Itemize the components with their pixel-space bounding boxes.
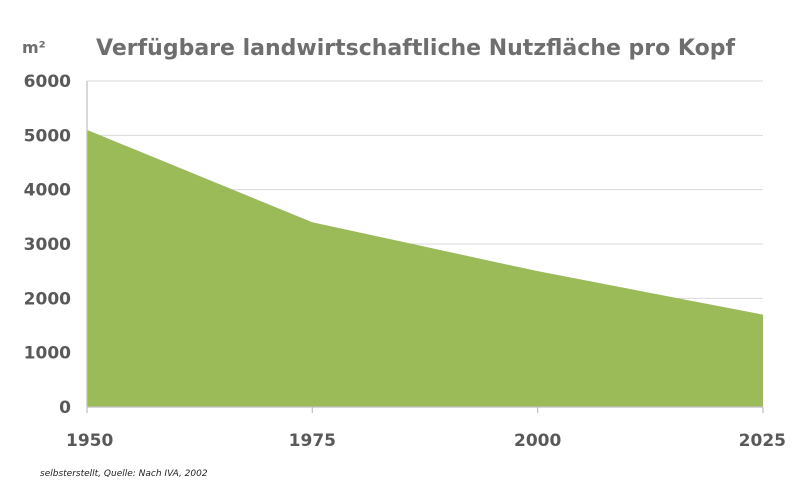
y-tick-label-6000: 6000 [24,72,71,92]
y-tick-label-2000: 2000 [24,289,71,309]
x-tick-label-1975: 1975 [289,431,336,451]
x-tick-label-2025: 2025 [739,431,786,451]
x-tick-label-2000: 2000 [514,431,561,451]
source-note: selbsterstellt, Quelle: Nach IVA, 2002 [40,469,208,479]
chart-title: Verfügbare landwirtschaftliche Nutzfläch… [96,36,735,61]
x-tick-label-1950: 1950 [66,431,113,451]
axes [86,81,764,413]
x-tick-labels: 1950 1975 2000 2025 [66,431,786,451]
y-tick-label-0: 0 [59,398,71,418]
y-axis-unit-label: m² [22,38,46,57]
y-tick-label-3000: 3000 [24,235,71,255]
y-tick-label-5000: 5000 [24,126,71,146]
area-series [86,129,764,407]
y-tick-label-4000: 4000 [24,181,71,201]
y-tick-labels: 0 1000 2000 3000 4000 5000 6000 [24,72,71,418]
area-fill [87,129,763,407]
y-tick-label-1000: 1000 [24,344,71,364]
